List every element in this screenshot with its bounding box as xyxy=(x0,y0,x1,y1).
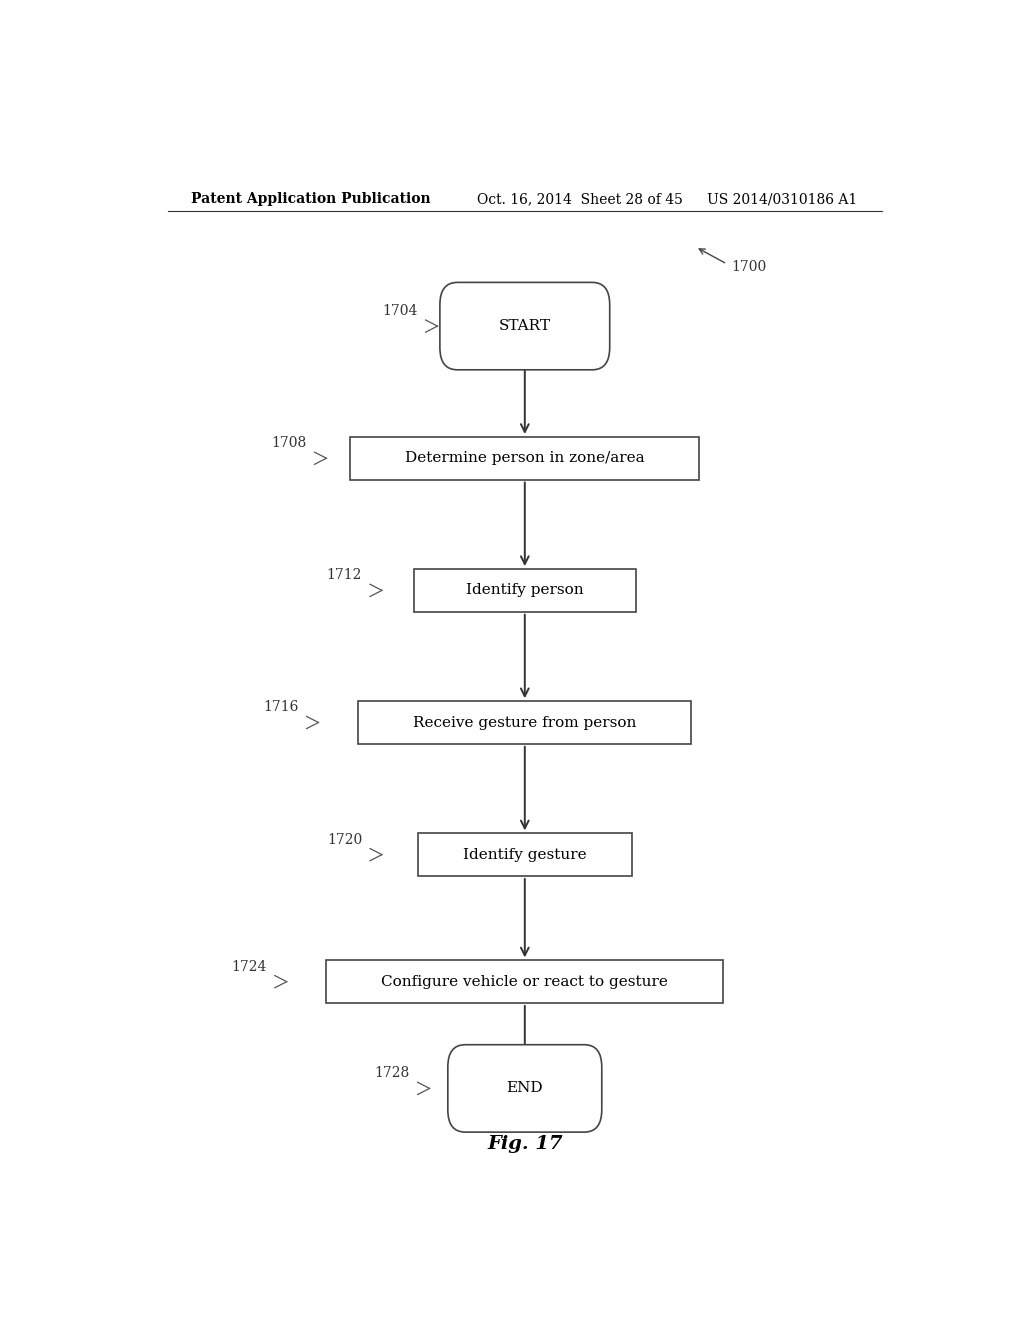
Text: START: START xyxy=(499,319,551,333)
Text: US 2014/0310186 A1: US 2014/0310186 A1 xyxy=(708,191,857,206)
FancyBboxPatch shape xyxy=(327,961,723,1003)
Text: Identify gesture: Identify gesture xyxy=(463,847,587,862)
Text: Fig. 17: Fig. 17 xyxy=(487,1135,562,1154)
FancyBboxPatch shape xyxy=(440,282,609,370)
Text: Determine person in zone/area: Determine person in zone/area xyxy=(404,451,645,465)
Text: 1704: 1704 xyxy=(382,304,418,318)
Text: 1708: 1708 xyxy=(271,436,306,450)
Text: Patent Application Publication: Patent Application Publication xyxy=(191,191,431,206)
FancyBboxPatch shape xyxy=(447,1044,602,1133)
Text: 1724: 1724 xyxy=(231,960,267,974)
FancyBboxPatch shape xyxy=(418,833,632,876)
Text: 1700: 1700 xyxy=(731,260,766,275)
FancyBboxPatch shape xyxy=(358,701,691,744)
Text: 1720: 1720 xyxy=(327,833,362,846)
Text: END: END xyxy=(507,1081,543,1096)
Text: 1716: 1716 xyxy=(263,701,299,714)
Text: Oct. 16, 2014  Sheet 28 of 45: Oct. 16, 2014 Sheet 28 of 45 xyxy=(477,191,683,206)
FancyBboxPatch shape xyxy=(414,569,636,611)
Text: Identify person: Identify person xyxy=(466,583,584,598)
Text: Configure vehicle or react to gesture: Configure vehicle or react to gesture xyxy=(381,974,669,989)
FancyBboxPatch shape xyxy=(350,437,699,479)
Text: Receive gesture from person: Receive gesture from person xyxy=(413,715,637,730)
Text: 1728: 1728 xyxy=(375,1067,410,1080)
Text: 1712: 1712 xyxy=(327,568,362,582)
